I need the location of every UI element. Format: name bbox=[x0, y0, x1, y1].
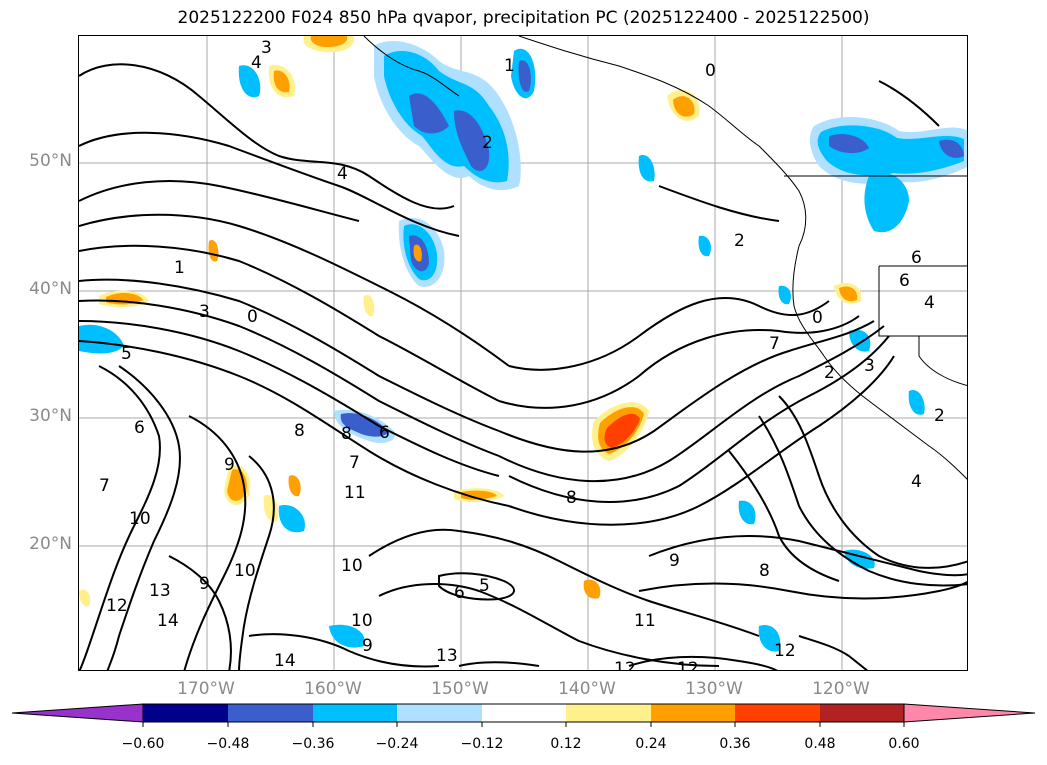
contour-label: 4 bbox=[251, 53, 262, 73]
colorbar-lower-extend bbox=[11, 703, 144, 723]
contour-label: 13 bbox=[149, 581, 171, 601]
contour-label: 5 bbox=[479, 576, 490, 596]
colorbar-segment bbox=[143, 704, 228, 722]
lon-label-130w: 130°W bbox=[685, 679, 743, 699]
contour-label: 12 bbox=[677, 659, 699, 671]
qvapor-contours bbox=[79, 63, 967, 670]
colorbar-tick: 0.60 bbox=[888, 736, 920, 752]
colorbar-segment bbox=[482, 704, 566, 722]
colorbar-tick: −0.36 bbox=[291, 736, 335, 752]
lon-label-120w: 120°W bbox=[812, 679, 870, 699]
contour-label: 12 bbox=[106, 596, 128, 616]
contour-label: 9 bbox=[669, 551, 680, 571]
contour-label: 10 bbox=[129, 509, 151, 529]
map-canvas: 3 4 0 1 2 4 2 1 3 0 5 6 8 8 6 7 9 11 7 1… bbox=[79, 36, 967, 671]
contour-label: 10 bbox=[341, 556, 363, 576]
colorbar-segment bbox=[820, 704, 904, 722]
contour-label: 14 bbox=[274, 651, 296, 671]
lat-label-40n: 40°N bbox=[29, 279, 72, 299]
colorbar-tick: 0.24 bbox=[635, 736, 667, 752]
contour-label: 3 bbox=[864, 356, 875, 376]
colorbar-segment bbox=[397, 704, 482, 722]
contour-label: 7 bbox=[349, 453, 360, 473]
map-title: 2025122200 F024 850 hPa qvapor, precipit… bbox=[177, 8, 870, 28]
lon-label-140w: 140°W bbox=[558, 679, 616, 699]
colorbar-tick: −0.48 bbox=[206, 736, 250, 752]
lat-label-50n: 50°N bbox=[29, 151, 72, 171]
lon-label-170w: 170°W bbox=[177, 679, 235, 699]
contour-label: 8 bbox=[759, 561, 770, 581]
contour-label: 8 bbox=[341, 424, 352, 444]
colorbar-tick: 0.12 bbox=[550, 736, 582, 752]
colorbar-tick: 0.48 bbox=[804, 736, 836, 752]
colorbar-segment bbox=[313, 704, 397, 722]
contour-label: 14 bbox=[157, 611, 179, 631]
map-panel: 3 4 0 1 2 4 2 1 3 0 5 6 8 8 6 7 9 11 7 1… bbox=[78, 35, 968, 671]
contour-label: 3 bbox=[199, 302, 210, 322]
contour-labels: 3 4 0 1 2 4 2 1 3 0 5 6 8 8 6 7 9 11 7 1… bbox=[99, 38, 945, 671]
negative-shading bbox=[79, 41, 967, 652]
contour-label: 6 bbox=[379, 423, 390, 443]
colorbar-segment bbox=[735, 704, 820, 722]
contour-label: 2 bbox=[734, 231, 745, 251]
contour-label: 4 bbox=[337, 164, 348, 184]
contour-label: 10 bbox=[351, 611, 373, 631]
contour-label: 1 bbox=[504, 56, 515, 76]
contour-label: 9 bbox=[199, 574, 210, 594]
colorbar-segment bbox=[228, 704, 313, 722]
contour-label: 0 bbox=[247, 307, 258, 327]
contour-label: 4 bbox=[924, 293, 935, 313]
contour-label: 6 bbox=[911, 248, 922, 268]
colorbar-segment bbox=[566, 704, 651, 722]
contour-label: 6 bbox=[899, 271, 910, 291]
contour-label: 4 bbox=[911, 472, 922, 492]
contour-label: 6 bbox=[454, 583, 465, 603]
contour-label: 7 bbox=[769, 334, 780, 354]
contour-label: 10 bbox=[234, 561, 256, 581]
contour-label: 13 bbox=[436, 646, 458, 666]
contour-label: 8 bbox=[566, 488, 577, 508]
contour-label: 1 bbox=[174, 258, 185, 278]
coastlines bbox=[363, 36, 967, 480]
lon-label-150w: 150°W bbox=[431, 679, 489, 699]
contour-label: 12 bbox=[774, 641, 796, 661]
contour-label: 3 bbox=[261, 38, 272, 58]
lat-label-30n: 30°N bbox=[29, 406, 72, 426]
contour-label: 11 bbox=[634, 611, 656, 631]
contour-label: 8 bbox=[294, 421, 305, 441]
lon-label-160w: 160°W bbox=[304, 679, 362, 699]
contour-label: 11 bbox=[344, 483, 366, 503]
contour-label: 9 bbox=[224, 455, 235, 475]
contour-label: 2 bbox=[934, 406, 945, 426]
colorbar-tick: −0.12 bbox=[460, 736, 504, 752]
contour-label: 12 bbox=[614, 659, 636, 671]
colorbar-upper-extend bbox=[903, 703, 1036, 723]
contour-label: 7 bbox=[99, 476, 110, 496]
colorbar-tick: −0.24 bbox=[375, 736, 419, 752]
lat-label-20n: 20°N bbox=[29, 534, 72, 554]
colorbar-tick: −0.60 bbox=[121, 736, 165, 752]
contour-label: 0 bbox=[812, 308, 823, 328]
contour-label: 0 bbox=[705, 61, 716, 81]
colorbar-segment bbox=[651, 704, 735, 722]
contour-label: 9 bbox=[362, 636, 373, 656]
contour-label: 6 bbox=[134, 418, 145, 438]
colorbar bbox=[11, 703, 1036, 727]
contour-label: 5 bbox=[121, 344, 132, 364]
contour-label: 2 bbox=[824, 363, 835, 383]
contour-label: 2 bbox=[482, 133, 493, 153]
colorbar-tick: 0.36 bbox=[719, 736, 751, 752]
